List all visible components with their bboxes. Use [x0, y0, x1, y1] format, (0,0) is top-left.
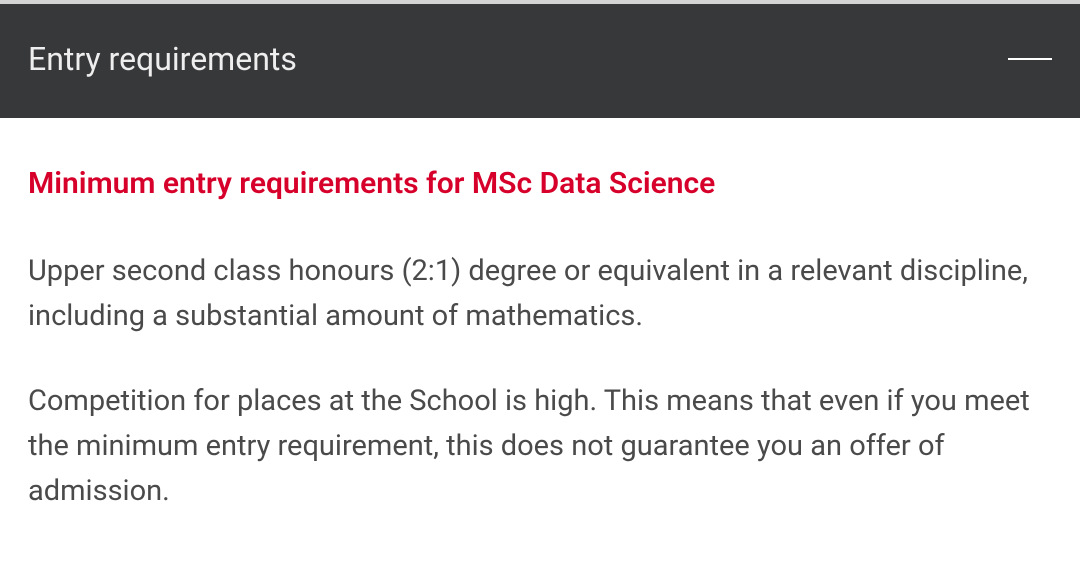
- content-subheading: Minimum entry requirements for MSc Data …: [28, 166, 1052, 201]
- minus-icon: [1008, 58, 1052, 60]
- accordion-header[interactable]: Entry requirements: [0, 4, 1080, 118]
- accordion-content: Minimum entry requirements for MSc Data …: [0, 118, 1080, 578]
- content-paragraph: Competition for places at the School is …: [28, 379, 1052, 514]
- content-paragraph: Upper second class honours (2:1) degree …: [28, 249, 1052, 339]
- section-title: Entry requirements: [28, 40, 297, 78]
